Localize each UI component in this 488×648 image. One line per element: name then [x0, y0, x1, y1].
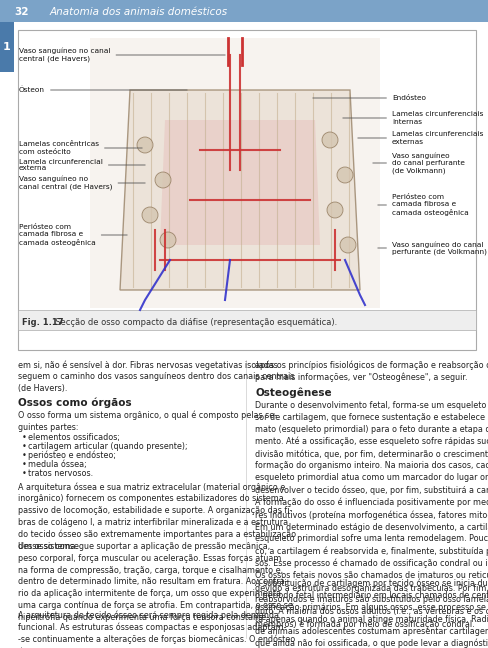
- Text: Ossos como órgãos: Ossos como órgãos: [18, 398, 131, 408]
- Text: Vaso sanguíneo do canal
perfurante (de Volkmann): Vaso sanguíneo do canal perfurante (de V…: [377, 241, 486, 255]
- Text: Durante o desenvolvimento fetal, forma-se um esqueleto precur-
sor de cartilagem: Durante o desenvolvimento fetal, forma-s…: [254, 401, 488, 629]
- Text: •: •: [22, 469, 27, 478]
- Text: A arquitetura óssea e sua matriz extracelular (material orgânico e
inorgânico) f: A arquitetura óssea e sua matriz extrace…: [18, 482, 296, 551]
- Text: cartilagem articular (quando presente);: cartilagem articular (quando presente);: [28, 442, 187, 451]
- Text: medula óssea;: medula óssea;: [28, 460, 86, 469]
- Text: Vaso sanguíneo no canal
central (de Havers): Vaso sanguíneo no canal central (de Have…: [19, 48, 225, 62]
- Text: Secção de osso compacto da diáfise (representação esquemática).: Secção de osso compacto da diáfise (repr…: [50, 318, 337, 327]
- Circle shape: [326, 202, 342, 218]
- Text: Vaso sanguíneo
do canal perfurante
(de Volkmann): Vaso sanguíneo do canal perfurante (de V…: [372, 152, 464, 174]
- Bar: [90, 38, 379, 308]
- Polygon shape: [160, 120, 319, 245]
- Circle shape: [321, 132, 337, 148]
- Bar: [18, 310, 475, 330]
- Text: Lamelas circunferenciais
internas: Lamelas circunferenciais internas: [342, 111, 482, 124]
- Circle shape: [155, 172, 171, 188]
- Text: Anatomia dos animais domésticos: Anatomia dos animais domésticos: [50, 7, 228, 17]
- Text: Osteogênese: Osteogênese: [254, 388, 331, 399]
- FancyBboxPatch shape: [18, 30, 475, 350]
- Circle shape: [160, 232, 176, 248]
- Text: Endósteo: Endósteo: [312, 95, 425, 101]
- Text: A arquitetura do tecido ósseo será sempre regida pela demanda
funcional. As estr: A arquitetura do tecido ósseo será sempr…: [18, 610, 295, 648]
- Text: tratos nervosos.: tratos nervosos.: [28, 469, 93, 478]
- Text: Periósteo com
camada fibrosa e
camada osteogênica: Periósteo com camada fibrosa e camada os…: [377, 194, 468, 216]
- Text: Ósteon: Ósteon: [19, 87, 187, 93]
- Text: Lamelas circunferenciais
externas: Lamelas circunferenciais externas: [357, 132, 482, 145]
- Text: O osso forma um sistema orgânico, o qual é composto pelas se-
guintes partes:: O osso forma um sistema orgânico, o qual…: [18, 411, 277, 432]
- Text: elementos ossificados;: elementos ossificados;: [28, 433, 120, 442]
- Circle shape: [137, 137, 153, 153]
- Polygon shape: [120, 90, 359, 290]
- Text: Lamelas concêntricas
com osteócito: Lamelas concêntricas com osteócito: [19, 141, 142, 154]
- Text: Periósteo com
camada fibrosa e
camada osteogênica: Periósteo com camada fibrosa e camada os…: [19, 224, 127, 246]
- Text: Fig. 1.17: Fig. 1.17: [22, 318, 63, 327]
- Circle shape: [339, 237, 355, 253]
- Text: •: •: [22, 442, 27, 451]
- Text: 1: 1: [3, 42, 11, 52]
- Text: A substituição de cartilagem por tecido ósseo se inicia durante
o período fetal : A substituição de cartilagem por tecido …: [254, 579, 488, 648]
- Text: após os princípios fisiológicos de formação e reabsorção óssea;
para mais inform: após os princípios fisiológicos de forma…: [254, 360, 488, 382]
- Text: Um osso consegue suportar a aplicação de pressão mecânica,
peso corporal, força : Um osso consegue suportar a aplicação de…: [18, 542, 292, 622]
- Text: Lamela circunferencial
externa: Lamela circunferencial externa: [19, 159, 145, 172]
- Text: 32: 32: [14, 7, 28, 17]
- Circle shape: [142, 207, 158, 223]
- Text: em si, não é sensível à dor. Fibras nervosas vegetativas isoladas
seguem o camin: em si, não é sensível à dor. Fibras nerv…: [18, 360, 294, 393]
- Bar: [0, 0, 488, 22]
- Text: •: •: [22, 460, 27, 469]
- Text: Vaso sanguíneo no
canal central (de Havers): Vaso sanguíneo no canal central (de Have…: [19, 176, 145, 190]
- Bar: [0, 22, 14, 72]
- Text: •: •: [22, 451, 27, 460]
- Text: periósteo e endósteo;: periósteo e endósteo;: [28, 451, 116, 461]
- Circle shape: [336, 167, 352, 183]
- Text: •: •: [22, 433, 27, 442]
